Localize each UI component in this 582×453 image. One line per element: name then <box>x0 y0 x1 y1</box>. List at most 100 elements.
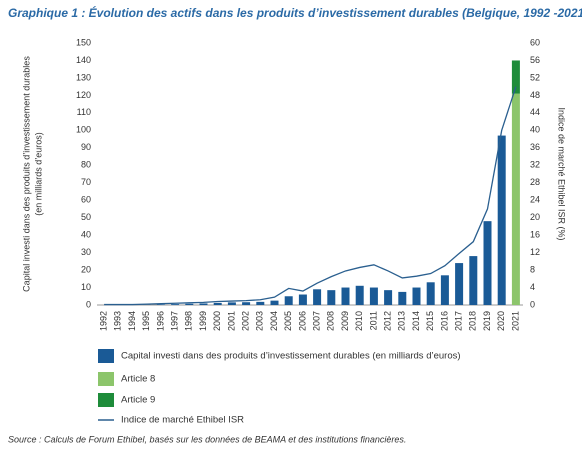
y-tick-label: 150 <box>76 37 91 47</box>
bar <box>412 287 421 305</box>
line <box>104 86 517 306</box>
x-tick-label: 2017 <box>453 311 463 331</box>
bar <box>511 93 520 305</box>
y2-tick-label: 56 <box>530 55 540 65</box>
x-tick-label: 1993 <box>113 311 123 331</box>
y2-tick-label: 60 <box>530 37 540 47</box>
x-tick-label: 1994 <box>127 311 137 331</box>
y-tick-label: 20 <box>81 264 91 274</box>
bar <box>497 135 506 305</box>
bar <box>469 256 478 305</box>
y-axis-label: (en milliards d’euros) <box>33 132 43 216</box>
chart-title: Graphique 1 : Évolution des actifs dans … <box>8 5 582 20</box>
x-tick-label: 2004 <box>269 311 279 331</box>
y2-tick-label: 8 <box>530 264 535 274</box>
y-tick-label: 50 <box>81 212 91 222</box>
y-tick-label: 10 <box>81 282 91 292</box>
x-tick-label: 1997 <box>169 311 179 331</box>
y-tick-label: 40 <box>81 230 91 240</box>
x-tick-label: 2014 <box>411 311 421 331</box>
x-tick-label: 1992 <box>98 311 108 331</box>
bar <box>227 302 236 305</box>
y2-tick-label: 52 <box>530 72 540 82</box>
x-tick-label: 2020 <box>496 311 506 331</box>
bar <box>327 290 336 305</box>
bar <box>384 290 393 305</box>
y2-tick-label: 40 <box>530 125 540 135</box>
y2-tick-label: 12 <box>530 247 540 257</box>
bar <box>270 300 279 305</box>
bar <box>185 303 194 305</box>
x-tick-label: 2019 <box>482 311 492 331</box>
y-tick-label: 110 <box>77 107 91 117</box>
x-tick-label: 1995 <box>141 311 151 331</box>
x-tick-label: 2013 <box>397 311 407 331</box>
bar <box>313 289 322 305</box>
y-tick-label: 70 <box>81 177 91 187</box>
legend-label: Article 8 <box>121 374 155 385</box>
source: Source : Calculs de Forum Ethibel, basés… <box>8 434 406 444</box>
bar <box>483 221 492 305</box>
x-tick-label: 2010 <box>354 311 364 331</box>
x-tick-label: 2006 <box>297 311 307 331</box>
x-tick-label: 1998 <box>184 311 194 331</box>
bar <box>440 275 449 305</box>
y-tick-label: 90 <box>81 142 91 152</box>
y-tick-label: 140 <box>76 55 91 65</box>
y-tick-label: 130 <box>76 72 91 82</box>
x-tick-label: 2000 <box>212 311 222 331</box>
x-tick-label: 2007 <box>311 311 321 331</box>
y-tick-label: 30 <box>81 247 91 257</box>
y2-tick-label: 20 <box>530 212 540 222</box>
x-tick-label: 2011 <box>368 311 378 330</box>
legend-swatch <box>98 393 114 407</box>
x-tick-label: 1999 <box>198 311 208 331</box>
x-tick-label: 2003 <box>255 311 265 331</box>
bar <box>156 304 165 305</box>
bar <box>171 304 180 305</box>
y2-tick-label: 44 <box>530 107 540 117</box>
y2-tick-label: 36 <box>530 142 540 152</box>
bar <box>284 296 293 305</box>
legend-swatch <box>98 372 114 386</box>
bar <box>369 287 378 305</box>
bar <box>298 294 307 305</box>
y-axis-label: Capital investi dans des produits d’inve… <box>21 56 31 292</box>
x-tick-label: 2008 <box>326 311 336 331</box>
y2-axis-label: Indice de marché Ethibel ISR (%) <box>557 107 567 240</box>
y-tick-label: 100 <box>76 125 91 135</box>
bar <box>341 287 350 305</box>
bar <box>426 282 435 305</box>
x-tick-label: 2018 <box>468 311 478 331</box>
bar <box>242 302 251 305</box>
y2-tick-label: 24 <box>530 195 540 205</box>
x-tick-label: 2015 <box>425 311 435 331</box>
bar <box>398 291 407 305</box>
x-tick-label: 2009 <box>340 311 350 331</box>
y2-tick-label: 4 <box>530 282 535 292</box>
legend-swatch <box>98 349 114 363</box>
x-tick-label: 2005 <box>283 311 293 331</box>
x-tick-label: 2001 <box>226 311 236 331</box>
x-tick-label: 2002 <box>240 311 250 331</box>
bar <box>455 263 464 305</box>
bar <box>256 301 265 305</box>
y2-tick-label: 0 <box>530 299 535 309</box>
y-tick-label: 60 <box>81 195 91 205</box>
x-tick-label: 1996 <box>155 311 165 331</box>
y-tick-label: 120 <box>76 90 91 100</box>
legend-label: Indice de marché Ethibel ISR <box>121 415 244 426</box>
bar <box>199 303 208 305</box>
bar <box>213 302 222 305</box>
y2-tick-label: 28 <box>530 177 540 187</box>
y-tick-label: 80 <box>81 160 91 170</box>
bar <box>355 285 364 305</box>
x-tick-label: 2012 <box>382 311 392 331</box>
legend-label: Capital investi dans des produits d’inve… <box>121 351 461 362</box>
y2-tick-label: 16 <box>530 230 540 240</box>
legend-label: Article 9 <box>121 395 155 406</box>
y2-tick-label: 32 <box>530 160 540 170</box>
y2-tick-label: 48 <box>530 90 540 100</box>
bar <box>511 60 520 94</box>
